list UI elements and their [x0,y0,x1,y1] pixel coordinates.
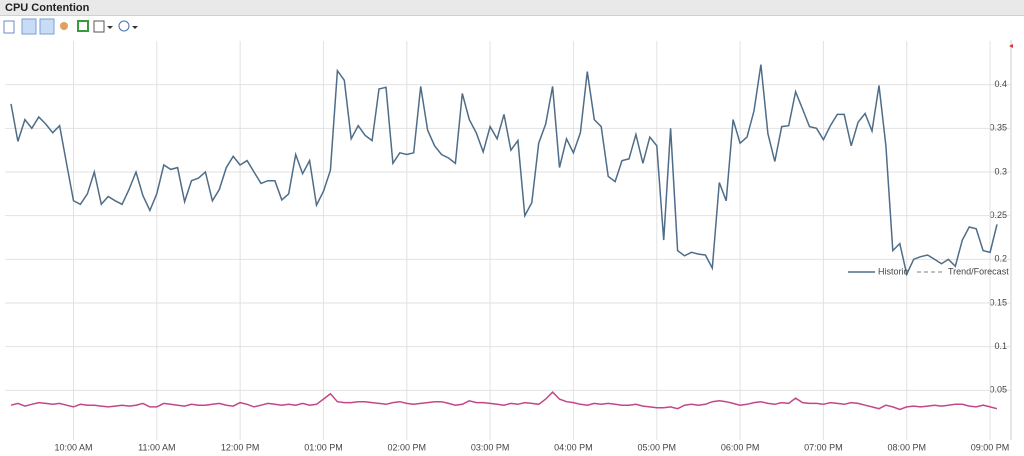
x-tick-label: 07:00 PM [804,442,843,452]
x-tick-label: 11:00 AM [138,442,175,452]
x-tick-label: 08:00 PM [887,442,926,452]
y-tick-label: 0.05 [989,385,1007,395]
fit-button[interactable] [77,20,89,32]
axis-marker [1009,44,1013,48]
toolbar [3,18,138,35]
options-dropdown[interactable] [132,26,138,29]
x-tick-label: 04:00 PM [554,442,593,452]
x-tick-label: 02:00 PM [388,442,427,452]
date-dropdown[interactable] [107,26,113,29]
x-tick-label: 06:00 PM [721,442,760,452]
pan-button[interactable] [39,18,55,35]
y-tick-label: 0.35 [989,123,1007,133]
legend-label: Trend/Forecast [948,266,1009,276]
export-button[interactable] [3,20,15,34]
y-tick-label: 0.15 [989,297,1007,307]
x-tick-label: 10:00 AM [54,442,92,452]
x-tick-label: 03:00 PM [471,442,510,452]
x-tick-label: 05:00 PM [637,442,676,452]
y-tick-label: 0.25 [989,210,1007,220]
y-tick-label: 0.1 [994,341,1007,351]
y-tick-label: 0.3 [994,166,1007,176]
panel-header: CPU Contention [0,0,1024,16]
date-button[interactable] [93,20,105,33]
legend-label: Historic [878,266,909,276]
x-tick-label: 09:00 PM [971,442,1010,452]
x-tick-label: 12:00 PM [221,442,260,452]
zoom-button[interactable] [21,18,37,35]
reset-button[interactable] [60,22,68,30]
y-tick-label: 0.4 [994,79,1007,89]
series-line [10,64,998,277]
series-line [10,391,998,411]
x-tick-label: 01:00 PM [304,442,343,452]
options-button[interactable] [118,20,130,32]
y-tick-label: 0.2 [994,254,1007,264]
